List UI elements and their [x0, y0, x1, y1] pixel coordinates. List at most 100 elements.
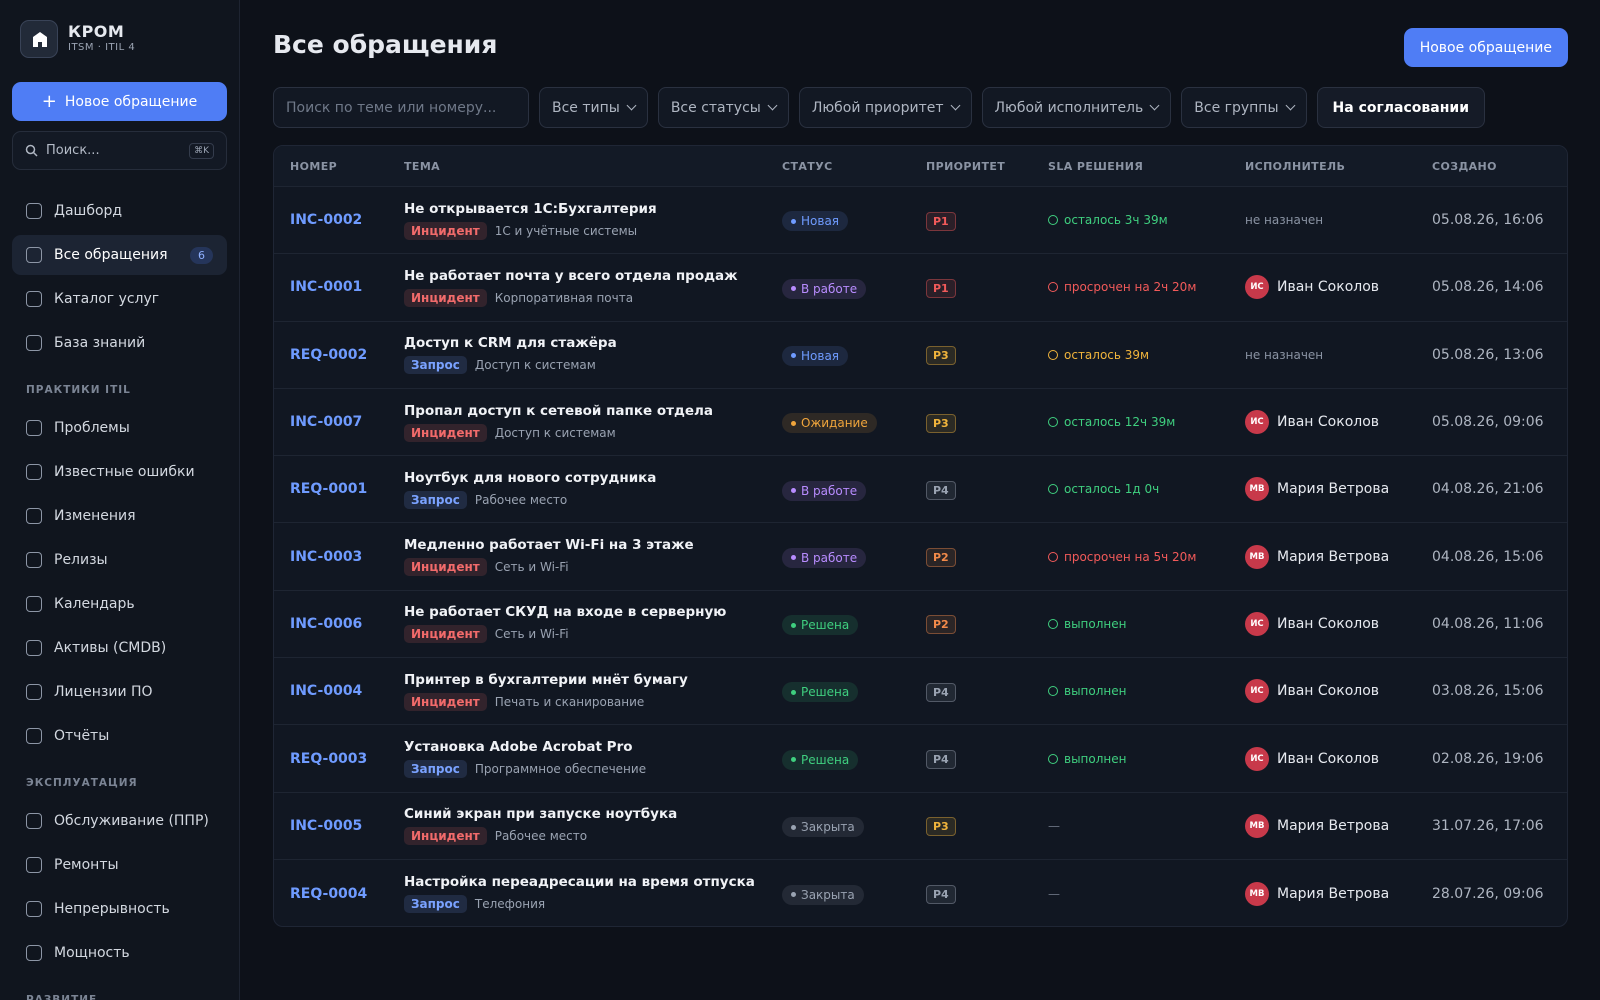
status-pill: Ожидание [782, 413, 877, 434]
assignee-name: Мария Ветрова [1277, 481, 1390, 498]
filter-dropdown[interactable]: Любой исполнитель [981, 87, 1172, 128]
avatar: ИС [1245, 611, 1269, 636]
status-label: В работе [801, 550, 858, 565]
nav-icon [26, 857, 42, 873]
nav-item[interactable]: Отчёты [12, 716, 227, 756]
sla-cell: просрочен на 2ч 20м [1048, 280, 1245, 294]
nav-icon [26, 291, 42, 307]
nav-item[interactable]: Мощность [12, 933, 227, 973]
ticket-number[interactable]: INC-0004 [290, 683, 363, 700]
ticket-number[interactable]: INC-0006 [290, 615, 363, 632]
nav-label: Непрерывность [54, 901, 170, 917]
ticket-subject: Ноутбук для нового сотрудника [404, 469, 657, 486]
type-tag: Инцидент [404, 423, 487, 442]
category: 1С и учётные системы [494, 223, 638, 238]
ticket-number[interactable]: INC-0003 [290, 548, 363, 565]
priority-cell: P2 [926, 613, 1048, 635]
ticket-number[interactable]: REQ-0002 [290, 346, 368, 363]
ticket-number[interactable]: REQ-0004 [290, 885, 368, 902]
ticket-number[interactable]: INC-0005 [290, 817, 363, 834]
nav-item[interactable]: Активы (CMDB) [12, 628, 227, 668]
subject-meta: Запрос Программное обеспечение [404, 760, 782, 779]
brand-subtitle: ITSM · ITIL 4 [68, 42, 136, 53]
ticket-number[interactable]: REQ-0003 [290, 750, 368, 767]
status-label: Решена [801, 685, 850, 700]
subject-cell: Не работает почта у всего отдела продаж И… [404, 268, 782, 307]
table-row[interactable]: INC-0001 Не работает почта у всего отдела… [274, 254, 1567, 322]
nav-label: Все обращения [54, 247, 168, 263]
status-cell: Закрыта [782, 882, 926, 905]
sla-cell: осталось 3ч 39м [1048, 213, 1245, 227]
table-header: НОМЕР ТЕМА СТАТУС ПРИОРИТЕТ SLA РЕШЕНИЯ ИСПОЛ… [274, 146, 1567, 187]
new-ticket-button[interactable]: + Новое обращение [12, 82, 227, 121]
filter-dropdown[interactable]: Все типы [539, 87, 648, 128]
table-row[interactable]: INC-0006 Не работает СКУД на входе в серв… [274, 591, 1567, 659]
table-row[interactable]: REQ-0002 Доступ к CRM для стажёра Запрос До… [274, 322, 1567, 389]
nav-item[interactable]: Лицензии ПО [12, 672, 227, 712]
status-pill: В работе [782, 547, 867, 568]
nav-item[interactable]: Ремонты [12, 845, 227, 885]
filter-dropdown[interactable]: Любой приоритет [798, 87, 972, 128]
created-date: 28.07.26, 09:06 [1432, 885, 1544, 902]
nav-item[interactable]: Все обращения 6 [12, 235, 227, 275]
ticket-subject: Синий экран при запуске ноутбука [404, 806, 678, 823]
nav-item[interactable]: Дашборд [12, 191, 227, 231]
sla-text: выполнен [1064, 616, 1127, 631]
new-ticket-button[interactable]: Новое обращение [1403, 28, 1568, 67]
avatar: МВ [1245, 813, 1269, 838]
filter-dropdown[interactable]: Все статусы [657, 87, 789, 128]
table-row[interactable]: REQ-0004 Настройка переадресации на время… [274, 860, 1567, 926]
dropdown-label: Любой исполнитель [994, 99, 1144, 116]
table-row[interactable]: INC-0003 Медленно работает Wi-Fi на 3 эта… [274, 523, 1567, 591]
nav-item[interactable]: Проблемы [12, 408, 227, 448]
nav-item[interactable]: Обслуживание (ППР) [12, 801, 227, 841]
ticket-number[interactable]: INC-0007 [290, 414, 363, 431]
section-title: ПРАКТИКИ ITIL [26, 384, 131, 396]
assignee-cell: ИС Иван Соколов [1245, 746, 1432, 771]
subject-meta: Инцидент Печать и сканирование [404, 692, 782, 711]
table-row[interactable]: INC-0005 Синий экран при запуске ноутбука… [274, 793, 1567, 860]
table-row[interactable]: REQ-0003 Установка Adobe Acrobat Pro Запро… [274, 725, 1567, 793]
ticket-subject: Настройка переадресации на время отпуска [404, 874, 755, 891]
sidebar-search[interactable]: Поиск... ⌘K [12, 131, 227, 170]
ticket-number[interactable]: INC-0001 [290, 279, 363, 296]
assignee-cell: не назначен [1245, 348, 1432, 362]
type-tag: Запрос [404, 895, 467, 914]
sla-text: выполнен [1064, 684, 1127, 699]
nav-item[interactable]: Релизы [12, 540, 227, 580]
nav-item[interactable]: Каталог услуг [12, 279, 227, 319]
status-dot [791, 420, 796, 426]
nav-item[interactable]: Изменения [12, 496, 227, 536]
category: Доступ к системам [474, 358, 596, 373]
nav-item[interactable]: База знаний [12, 323, 227, 363]
status-cell: В работе [782, 545, 926, 568]
ticket-number[interactable]: REQ-0001 [290, 481, 368, 498]
chevron [626, 100, 637, 111]
filter-toggle[interactable]: На согласовании [1316, 87, 1486, 128]
table-row[interactable]: INC-0002 Не открывается 1С:Бухгалтерия Инц… [274, 187, 1567, 255]
nav-label: Отчёты [54, 728, 110, 744]
table-row[interactable]: INC-0007 Пропал доступ к сетевой папке от… [274, 389, 1567, 457]
table-row[interactable]: REQ-0001 Ноутбук для нового сотрудника Зап… [274, 456, 1567, 524]
status-label: Ожидание [801, 416, 868, 431]
subject-cell: Не работает СКУД на входе в серверную Инц… [404, 604, 782, 644]
ticket-number[interactable]: INC-0002 [290, 212, 363, 229]
search-input[interactable]: Поиск по теме или номеру... [273, 87, 529, 128]
table-row[interactable]: INC-0004 Принтер в бухгалтерии мнёт бумаг… [274, 658, 1567, 726]
status-label: Новая [801, 214, 840, 229]
status-cell: Ожидание [782, 411, 926, 434]
priority-cell: P3 [926, 815, 1048, 837]
nav-label: Каталог услуг [54, 291, 160, 307]
category: Корпоративная почта [494, 290, 634, 305]
avatar: МВ [1245, 477, 1269, 502]
column-header: ИСПОЛНИТЕЛЬ [1245, 159, 1346, 173]
priority-cell: P3 [926, 344, 1048, 366]
nav-item[interactable]: Известные ошибки [12, 452, 227, 492]
priority-cell: P1 [926, 277, 1048, 298]
priority-badge: P3 [926, 817, 956, 837]
filter-dropdown[interactable]: Все группы [1181, 87, 1307, 128]
nav-item[interactable]: Непрерывность [12, 889, 227, 929]
nav-item[interactable]: Календарь [12, 584, 227, 624]
nav-label: Проблемы [54, 420, 130, 436]
